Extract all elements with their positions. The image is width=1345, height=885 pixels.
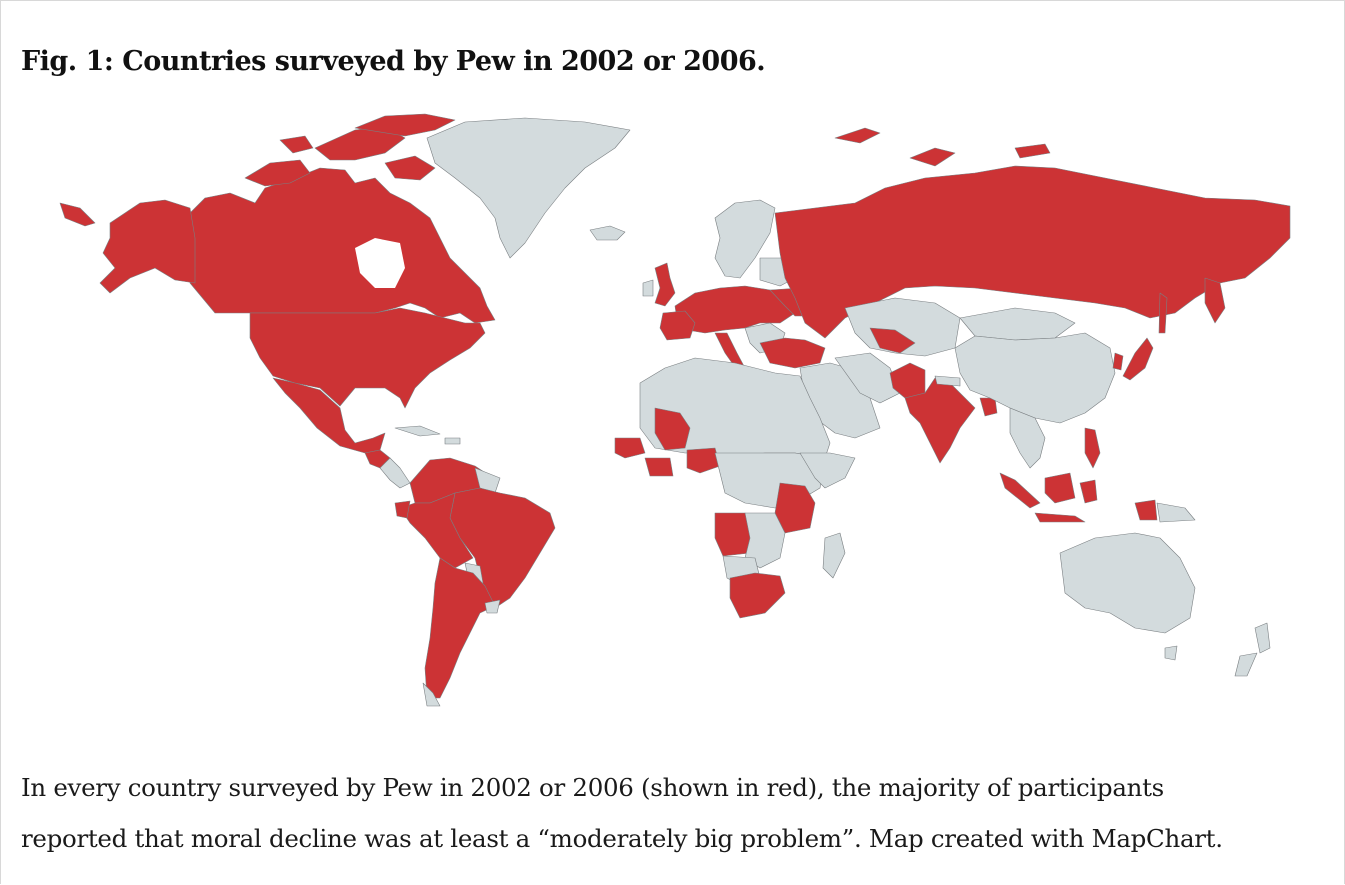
world-map (55, 108, 1295, 713)
spain-portugal (659, 310, 696, 341)
china (954, 332, 1116, 424)
scandinavia (714, 199, 776, 279)
canada-arctic-4 (384, 155, 436, 181)
russia-island-1 (834, 127, 881, 144)
mongolia (959, 307, 1076, 341)
brazil (449, 487, 556, 609)
russia-island-2 (909, 147, 956, 167)
canada (189, 167, 496, 324)
chile-argentina (424, 557, 496, 699)
canada-arctic-5 (279, 135, 314, 154)
senegal-guinea (614, 437, 646, 459)
philippines (1084, 427, 1101, 469)
alaska (99, 199, 196, 294)
canada-arctic-3 (354, 113, 456, 137)
aleutians (59, 202, 96, 227)
southeast-asia (1009, 407, 1046, 469)
japan (1122, 337, 1154, 381)
australia (1059, 532, 1196, 634)
new-zealand (1254, 622, 1271, 654)
united-states (249, 307, 486, 409)
indonesia-borneo (1044, 472, 1076, 504)
canada-arctic-1 (244, 159, 311, 187)
kamchatka (1204, 277, 1226, 324)
indonesia-sumatra (999, 472, 1041, 509)
sakhalin (1158, 292, 1168, 334)
horn-of-africa (799, 452, 856, 489)
ecuador (394, 500, 411, 519)
uruguay (484, 599, 501, 614)
uk (654, 262, 676, 307)
nigeria (686, 447, 721, 474)
caption-line-2: reported that moral decline was at least… (21, 824, 1223, 853)
central-asia (844, 297, 961, 357)
hispaniola (444, 437, 461, 445)
madagascar (822, 532, 846, 579)
peru-bolivia (399, 492, 474, 569)
canada-arctic-2 (314, 125, 406, 161)
cuba (394, 425, 441, 437)
indonesia-papua (1134, 499, 1158, 521)
chile-south (422, 682, 441, 707)
indonesia-sulawesi (1079, 479, 1098, 504)
iceland (589, 225, 626, 241)
uzbekistan (869, 327, 916, 354)
nepal (934, 375, 961, 387)
mali (654, 407, 691, 451)
indonesia-java (1034, 512, 1086, 523)
tasmania (1164, 645, 1178, 661)
greenland (426, 117, 631, 259)
south-korea (1112, 352, 1124, 371)
mexico (272, 377, 386, 454)
caption-line-1: In every country surveyed by Pew in 2002… (21, 773, 1164, 802)
figure-title: Fig. 1: Countries surveyed by Pew in 200… (21, 46, 766, 77)
papua-new-guinea (1156, 502, 1196, 523)
new-zealand-south (1234, 652, 1258, 677)
russia-island-3 (1014, 143, 1051, 159)
ivory-coast-ghana (644, 457, 674, 477)
bangladesh (979, 397, 998, 417)
southern-central-africa (744, 512, 786, 569)
south-africa (729, 572, 786, 619)
india (904, 377, 976, 464)
figure-caption: In every country surveyed by Pew in 2002… (21, 762, 1321, 864)
western-europe (674, 285, 796, 334)
turkey (759, 337, 826, 369)
ireland (642, 279, 654, 297)
